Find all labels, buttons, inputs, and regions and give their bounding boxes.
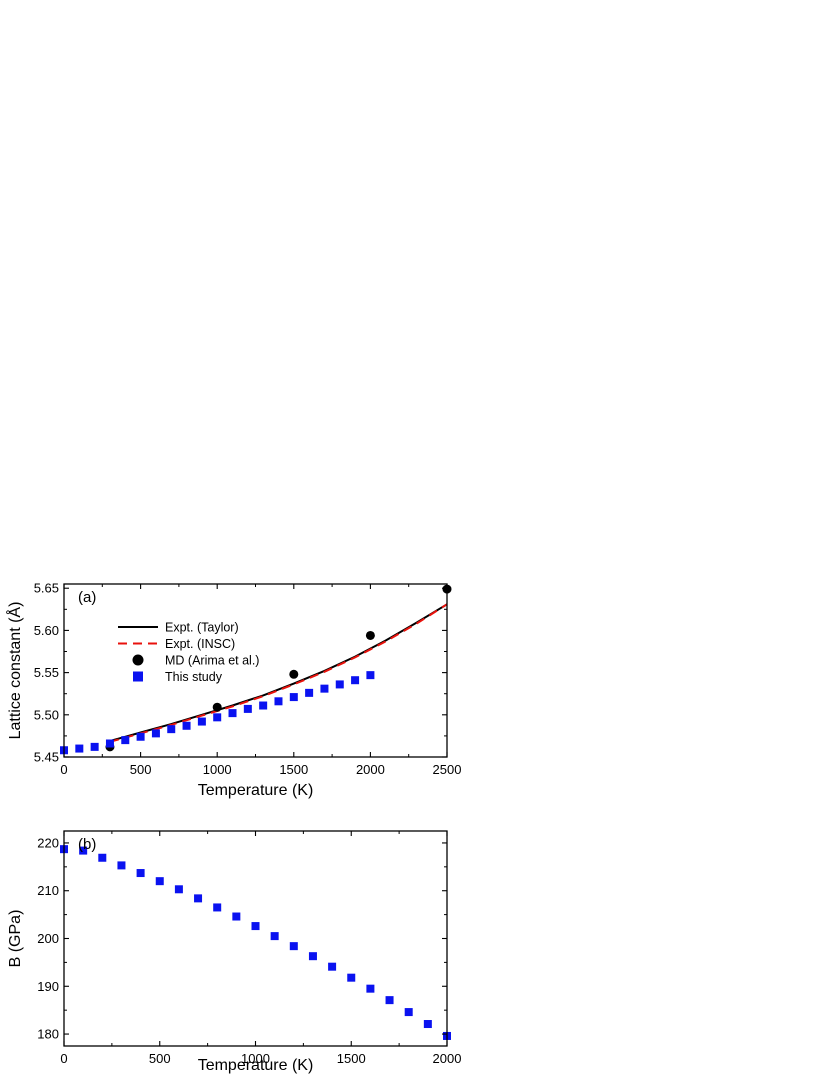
y-tick-label: 5.60 [34,623,59,638]
data-point-square [98,853,107,862]
dashed-line [109,603,448,743]
series-2 [105,584,452,752]
data-point-square [232,912,241,921]
data-point-square [136,732,145,741]
series-0 [60,845,451,1040]
x-tick-label: 2000 [356,762,385,777]
legend-label: Expt. (Taylor) [165,621,239,635]
data-point-square [151,729,160,738]
data-point-square [270,932,279,941]
data-point-square [320,684,329,693]
data-point-square [105,739,114,748]
data-point-square [423,1020,432,1029]
data-point-circle [289,669,299,679]
panel-b-y-axis-title: B (GPa) [7,910,24,968]
panel-b-ticks: 0 500 1000 1500 2000 180 190 200 210 220 [37,831,461,1066]
data-point-square [351,676,360,685]
data-point-square [167,725,176,734]
x-tick-label: 2500 [433,762,462,777]
data-point-square [228,709,237,718]
legend-square-swatch [133,671,143,682]
data-point-square [136,869,145,878]
x-tick-label: 500 [130,762,152,777]
data-point-square [90,742,99,751]
y-tick-label: 5.65 [34,581,59,596]
y-tick-label: 200 [37,931,59,946]
legend-entry: This study [133,670,223,684]
data-point-square [347,973,356,982]
data-point-square [289,942,298,951]
data-point-square [243,704,252,713]
data-point-square [174,885,183,894]
series-1 [109,603,448,743]
panel-a-x-axis-title: Temperature (K) [198,782,314,799]
data-point-square [335,680,344,689]
data-point-square [75,744,84,753]
data-point-square [305,688,314,697]
data-point-square [274,697,283,706]
y-tick-label: 220 [37,835,59,850]
legend-entry: Expt. (INSC) [118,637,235,651]
panel-a-label: (a) [78,589,96,606]
y-tick-label: 5.45 [34,750,59,765]
data-point-circle [212,702,222,712]
y-tick-label: 5.50 [34,707,59,722]
data-point-square [366,671,375,680]
panel-a-ticks: 0 500 1000 1500 2000 2500 5.45 5.50 5.55 5.60 5.65 [34,581,462,777]
x-tick-label: 0 [60,1051,67,1066]
data-point-square [182,721,191,730]
y-tick-label: 210 [37,883,59,898]
x-tick-label: 0 [60,762,67,777]
data-point-square [194,894,203,903]
data-point-square [259,701,268,710]
panel-a-y-axis-title: Lattice constant (Å) [5,602,24,740]
panel-b-x-axis-title: Temperature (K) [198,1057,314,1074]
data-point-square [213,903,222,912]
data-point-square [308,952,317,961]
data-point-square [197,717,206,726]
legend-label: MD (Arima et al.) [165,654,259,668]
panel-a-legend: Expt. (Taylor) Expt. (INSC) MD (Arima et a… [118,621,259,684]
data-point-square [289,693,298,702]
legend-entry: Expt. (Taylor) [118,621,239,635]
y-tick-label: 5.55 [34,665,59,680]
x-tick-label: 500 [149,1051,171,1066]
legend-circle-swatch [132,654,144,666]
data-point-square [155,877,164,886]
legend-label: This study [165,670,223,684]
data-point-square [79,846,88,855]
data-point-square [404,1008,413,1017]
data-point-circle [365,630,375,640]
y-tick-label: 180 [37,1027,59,1042]
data-point-square [366,984,375,993]
legend-label: Expt. (INSC) [165,637,235,651]
panel-b-label: (b) [78,836,96,853]
x-tick-label: 1500 [337,1051,366,1066]
data-point-square [385,996,394,1005]
data-point-square [328,962,337,971]
data-point-square [117,861,126,870]
panel-b-plot-area [60,845,451,1040]
panel-a: 0 500 1000 1500 2000 2500 5.45 5.50 5.55 5.60 5.65… [5,581,461,799]
series-3 [60,671,375,755]
series-0 [109,603,448,742]
x-tick-label: 1000 [241,1051,270,1066]
panel-b: 0 500 1000 1500 2000 180 190 200 210 220 (b) Temp… [7,830,461,1074]
y-tick-label: 190 [37,979,59,994]
solid-line [109,603,448,742]
data-point-square [213,713,222,722]
x-tick-label: 1000 [203,762,232,777]
data-point-square [251,922,260,931]
data-point-square [121,736,130,745]
legend-entry: MD (Arima et al.) [132,654,259,668]
panel-a-plot-area [60,584,452,755]
x-tick-label: 2000 [433,1051,462,1066]
panel-a-frame [63,583,448,758]
x-tick-label: 1500 [279,762,308,777]
